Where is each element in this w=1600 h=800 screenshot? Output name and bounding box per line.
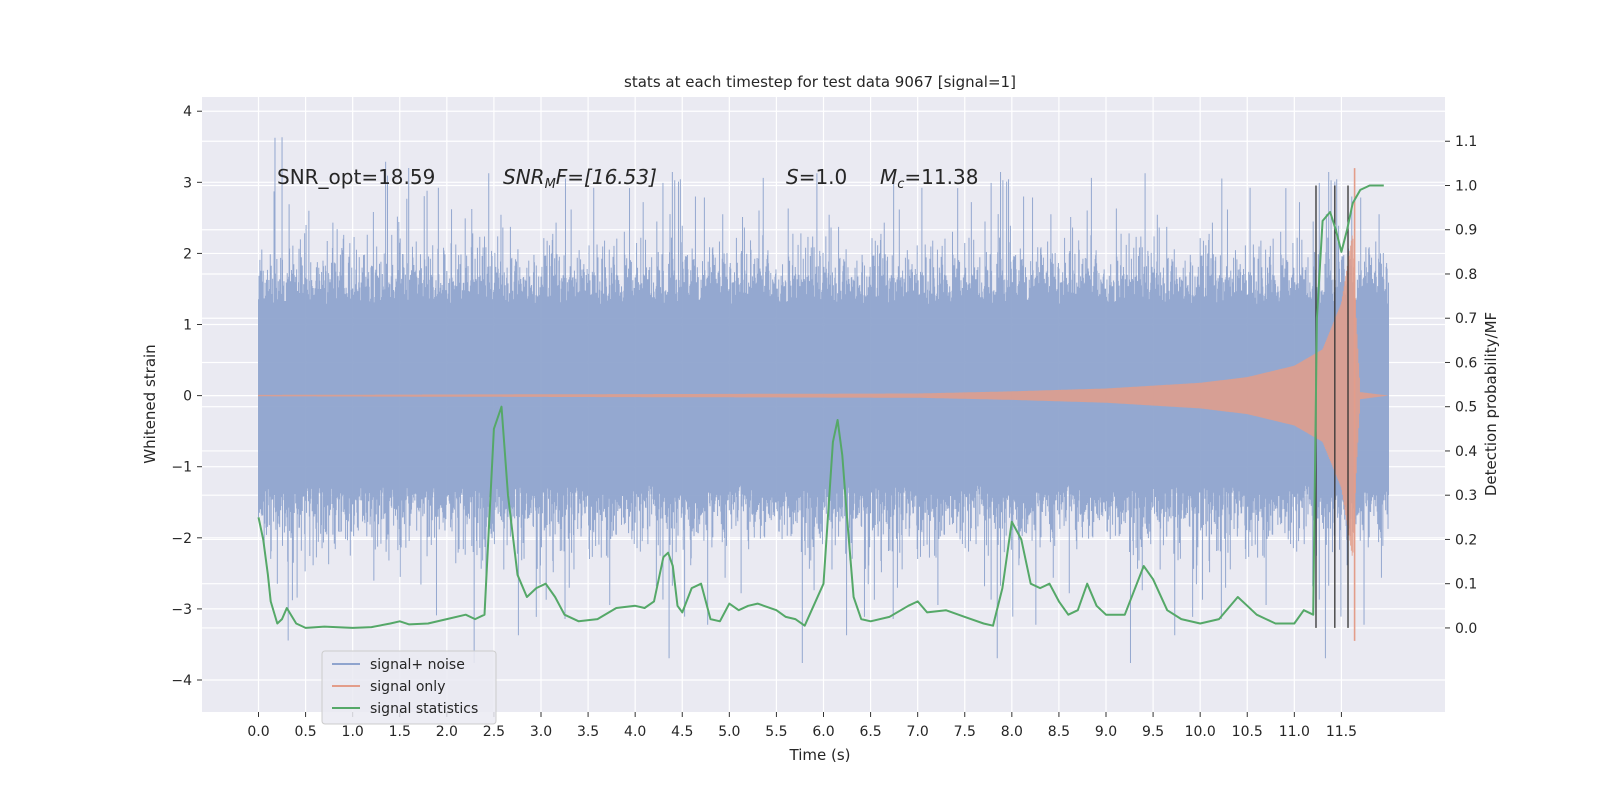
y2-tick-label: 0.8 [1455,267,1477,283]
legend-box [321,650,497,725]
x-tick-label: 10.5 [1232,724,1263,740]
x-tick-label: 8.0 [1001,724,1023,740]
y2-tick-label: 0.2 [1455,532,1477,548]
annotation-snr-opt: SNR_opt=18.59 [277,165,435,189]
y-tick-label: 2 [183,246,192,262]
y-axis-left: 4 3 2 1 0 −1 −2 −3 −4 [171,104,202,689]
y-axis-label: Whitened strain [141,344,159,463]
annotation-snr-mf-sub: M [545,177,556,192]
legend-label-signal-noise: signal+ noise [370,657,465,673]
y-axis-right: 1.1 1.0 0.9 0.8 0.7 0.6 0.5 0.4 0.3 0.2 0.1 0.0 [1445,134,1477,637]
series-signal-only-line [258,235,1389,556]
x-tick-label: 1.0 [342,724,364,740]
y2-tick-label: 1.0 [1455,178,1477,194]
x-tick-label: 11.5 [1326,724,1357,740]
annotation-mc-var: M [880,165,897,189]
legend-label-signal-only: signal only [370,679,445,695]
x-tick-label: 1.5 [389,724,411,740]
y2-tick-label: 0.4 [1455,444,1477,460]
y2-axis-label: Detection probability/MF [1482,312,1500,496]
annotation-snr-mf-base: SNR [503,165,545,189]
annotation-s-var: S [786,165,799,189]
x-tick-label: 5.0 [718,724,740,740]
y2-tick-label: 0.7 [1455,311,1477,327]
y2-tick-label: 0.3 [1455,488,1477,504]
y2-tick-label: 0.6 [1455,355,1477,371]
annotations: SNR_opt=18.59 SNRMF=[16.53] S=1.0 Mc=11.… [277,165,978,192]
y2-tick-label: 0.0 [1455,621,1477,637]
plot-marks [257,137,1389,663]
x-tick-label: 2.0 [436,724,458,740]
y2-tick-label: 0.5 [1455,400,1477,416]
annotation-mc-rest: =11.38 [904,165,978,189]
annotation-s-rest: =1.0 [799,165,848,189]
x-tick-label: 10.0 [1185,724,1216,740]
x-tick-label: 7.5 [954,724,976,740]
x-tick-label: 2.5 [483,724,505,740]
x-tick-label: 6.0 [812,724,834,740]
x-tick-label: 5.5 [765,724,787,740]
x-tick-label: 0.0 [247,724,269,740]
y-tick-label: −2 [171,531,192,547]
x-axis: 0.0 0.5 1.0 1.5 2.0 2.5 3.0 3.5 4.0 4.5 5.0 5.5 6.0 6… [247,712,1357,740]
y-tick-label: −4 [171,673,192,689]
x-tick-label: 11.0 [1279,724,1310,740]
x-tick-label: 8.5 [1048,724,1070,740]
x-axis-label: Time (s) [789,746,851,764]
y-tick-label: −1 [171,460,192,476]
x-tick-label: 4.0 [624,724,646,740]
y-tick-label: 0 [183,389,192,405]
annotation-mc-sub: c [897,177,904,192]
annotation-snr-mf: SNRMF=[16.53] [503,165,657,192]
x-tick-label: 9.5 [1142,724,1164,740]
x-tick-label: 3.5 [577,724,599,740]
y-tick-label: 3 [183,175,192,191]
y2-tick-label: 0.9 [1455,223,1477,239]
legend-label-signal-statistics: signal statistics [370,701,478,717]
y2-tick-label: 1.1 [1455,134,1477,150]
legend: signal+ noise signal only signal statist… [321,650,497,725]
x-tick-label: 3.0 [530,724,552,740]
x-tick-label: 0.5 [294,724,316,740]
y-tick-label: 4 [183,104,192,120]
chart-title: stats at each timestep for test data 906… [624,73,1016,91]
y-tick-label: −3 [171,602,192,618]
x-tick-label: 4.5 [671,724,693,740]
x-tick-label: 9.0 [1095,724,1117,740]
x-tick-label: 7.0 [907,724,929,740]
series-signal-statistics-line [257,184,1384,629]
y2-tick-label: 0.1 [1455,577,1477,593]
annotation-snr-mf-rest: F=[16.53] [556,165,657,189]
annotation-mc: Mc=11.38 [880,165,978,192]
y-tick-label: 1 [183,318,192,334]
annotation-s: S=1.0 [786,165,847,189]
x-tick-label: 6.5 [859,724,881,740]
